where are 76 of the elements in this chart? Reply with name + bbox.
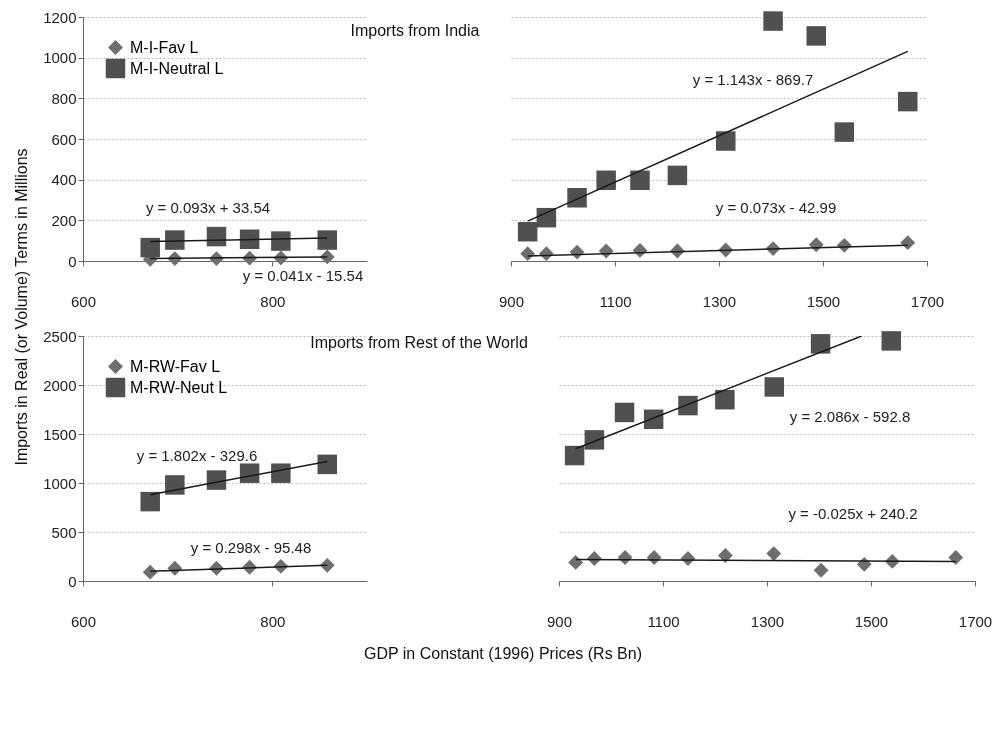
text: Imports from India — [350, 22, 480, 39]
x-tick-label: 900 — [498, 292, 525, 310]
x-tick-label: 800 — [260, 292, 286, 310]
point — [317, 230, 337, 250]
point — [564, 445, 585, 466]
y-tick-label: 800 — [51, 89, 77, 107]
point — [948, 550, 964, 565]
point — [567, 188, 587, 208]
legend-label: M-RW-Fav L — [130, 357, 221, 375]
point — [140, 491, 160, 512]
point — [584, 430, 605, 450]
legend-label: M-RW-Neut L — [130, 378, 228, 396]
annotation: y = 1.802x - 329.6 — [136, 447, 258, 464]
x-tick-label: 1100 — [599, 292, 632, 310]
point — [678, 395, 698, 416]
y-tick-label: 0 — [68, 572, 77, 590]
x-tick-label: 1500 — [806, 292, 841, 310]
point — [834, 122, 855, 142]
annotation: y = 2.086x - 592.8 — [789, 408, 911, 425]
legend-label: M-I-Fav L — [130, 38, 199, 56]
point — [568, 554, 584, 570]
point — [165, 230, 185, 250]
point — [239, 229, 260, 249]
point — [806, 26, 826, 46]
point — [716, 131, 736, 151]
point — [667, 165, 688, 186]
x-axis-title: GDP in Constant (1996) Prices (Rs Bn) — [363, 645, 643, 662]
x-tick-label: 1500 — [854, 612, 889, 630]
point — [766, 546, 782, 561]
point — [206, 470, 227, 490]
y-tick-label: 1500 — [43, 425, 77, 443]
point — [520, 246, 536, 262]
point — [764, 377, 785, 397]
y-tick-label: 1000 — [43, 474, 77, 492]
point — [569, 244, 585, 260]
x-tick-label: 800 — [260, 612, 286, 630]
y-tick-label: 2000 — [43, 376, 77, 394]
y-tick-label: 500 — [51, 523, 77, 541]
annotation: y = 0.073x - 42.99 — [715, 199, 837, 216]
y-tick-label: 400 — [51, 171, 77, 189]
annotation: y = 0.298x - 95.48 — [190, 539, 312, 556]
point — [239, 463, 260, 483]
legend-label: M-I-Neutral L — [130, 59, 224, 77]
y-tick-label: 200 — [51, 211, 77, 229]
point — [165, 475, 185, 495]
x-tick-label: 1300 — [750, 612, 785, 630]
point — [271, 463, 291, 483]
y-tick-label: 2500 — [43, 327, 77, 345]
annotation: y = 0.093x + 33.54 — [145, 199, 271, 216]
text: Imports from Rest of the World — [310, 334, 528, 351]
x-tick-label: 900 — [546, 612, 573, 630]
point — [898, 91, 918, 112]
point — [763, 11, 783, 31]
y-tick-label: 1000 — [43, 49, 77, 67]
point — [517, 221, 538, 242]
point — [810, 334, 831, 354]
x-tick-label: 1300 — [702, 292, 737, 310]
y-tick-label: 600 — [51, 130, 77, 148]
x-tick-label: 1700 — [958, 612, 993, 630]
annotation: y = -0.025x + 240.2 — [788, 505, 918, 522]
point — [317, 454, 337, 475]
annotation: y = 1.143x - 869.7 — [692, 71, 814, 88]
point — [630, 170, 650, 191]
y-tick-label: 1200 — [43, 8, 77, 26]
y-tick-label: 0 — [68, 252, 77, 270]
point — [614, 402, 635, 423]
point — [813, 562, 829, 578]
point — [271, 231, 291, 251]
x-tick-label: 1700 — [910, 292, 945, 310]
point — [715, 389, 735, 410]
text: y = 0.041x - 15.54 — [242, 267, 364, 284]
point — [140, 237, 160, 258]
y-axis-title: Imports in Real (or Volume) Terms in Millions — [13, 148, 30, 466]
x-tick-label: 1100 — [647, 612, 680, 630]
point — [881, 331, 902, 351]
point — [596, 170, 616, 191]
